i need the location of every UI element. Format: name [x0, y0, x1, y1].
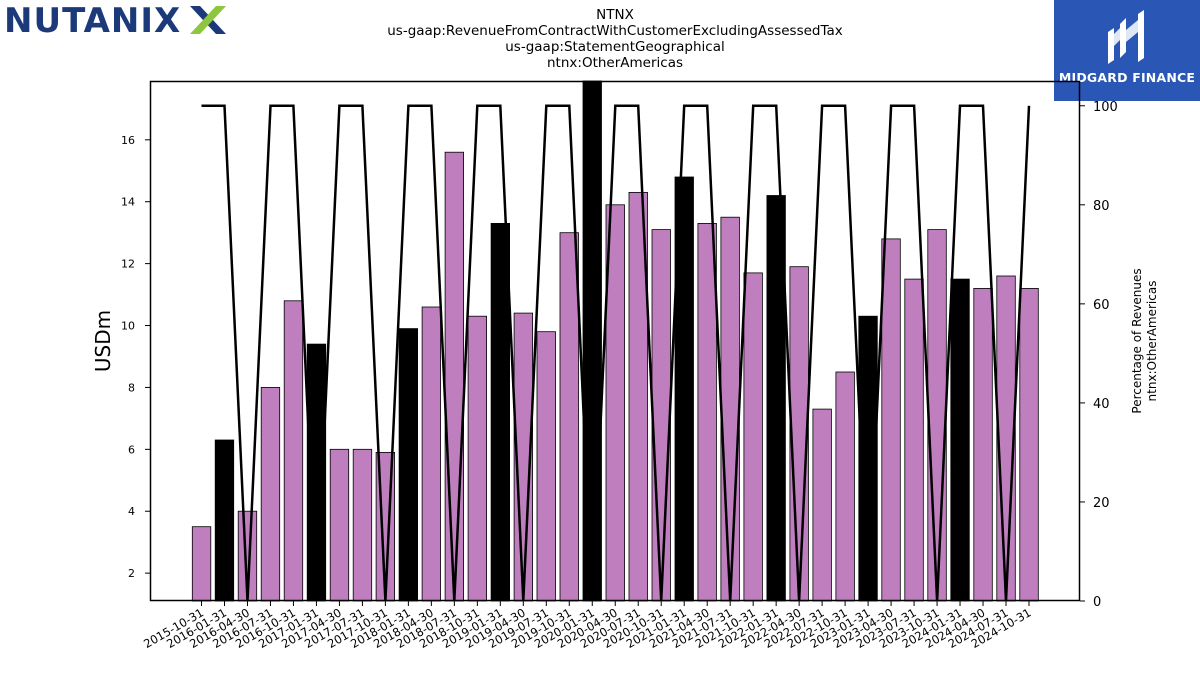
y2-tick-label: 100: [1093, 100, 1118, 115]
plot-frame: [149, 80, 1081, 602]
y2-axis-label-line1: Percentage of Revenues: [1130, 268, 1144, 413]
bar-2018-01-31: [398, 328, 419, 602]
bar-2021-07-31: [720, 216, 740, 602]
title-line-member: ntnx:OtherAmericas: [547, 55, 683, 71]
bar-2021-10-31: [743, 272, 763, 602]
y-axis-label: USDm: [91, 310, 115, 372]
bar-2022-10-31: [835, 371, 855, 602]
logo-x-mark: [190, 6, 226, 34]
y2-tick-label: 60: [1093, 298, 1110, 313]
y-tick-label: 8: [128, 381, 135, 394]
y-tick-label: 16: [121, 134, 135, 147]
bar-2018-07-31: [444, 151, 465, 602]
y-tick-label: 6: [128, 443, 135, 456]
bar-2023-07-31: [904, 278, 924, 602]
bar-2015-10-31: [191, 526, 212, 602]
x-axis: 2015-10-312016-01-312016-04-302016-07-31…: [141, 601, 1034, 651]
y2-tick-label: 20: [1093, 496, 1110, 511]
y-axis-left: 2 4 6 8 10 12 14 16: [121, 134, 150, 580]
y2-tick-label: 0: [1093, 595, 1101, 610]
percentage-line-series: [201, 104, 1031, 602]
bar-2017-04-30: [329, 448, 350, 602]
bar-2023-04-30: [881, 238, 901, 602]
bar-2024-04-30: [973, 287, 993, 602]
bar-2024-01-31: [950, 278, 970, 602]
title-line-concept: us-gaap:RevenueFromContractWithCustomerE…: [387, 23, 843, 39]
nutanix-logo: NUTANIX: [4, 2, 226, 38]
bar-2020-01-31: [582, 80, 602, 602]
bar-2023-10-31: [927, 229, 947, 602]
bar-2020-10-31: [651, 229, 671, 602]
bar-2016-01-31: [214, 439, 235, 602]
y-tick-label: 14: [121, 196, 135, 209]
y-tick-label: 4: [128, 505, 135, 518]
bar-2022-07-31: [812, 408, 832, 602]
chart-title: NTNX us-gaap:RevenueFromContractWithCust…: [300, 7, 930, 71]
bar-2016-07-31: [260, 386, 281, 602]
bar-2018-10-31: [467, 315, 488, 602]
title-line-axis: us-gaap:StatementGeographical: [505, 39, 725, 55]
y2-axis-label-line2: ntnx:OtherAmericas: [1145, 281, 1159, 402]
y-tick-label: 2: [128, 567, 135, 580]
brand-text: MIDGARD FINANCE: [1058, 70, 1196, 85]
bar-2024-10-31: [1019, 287, 1039, 602]
percentage-line: [201, 104, 1031, 602]
bar-2019-01-31: [490, 222, 511, 602]
logo-text: NUTANIX: [4, 2, 181, 38]
bar-2021-04-30: [697, 222, 717, 602]
bar-2019-10-31: [559, 232, 579, 602]
y-tick-label: 12: [121, 258, 135, 271]
bar-2018-04-30: [421, 306, 442, 602]
title-line-ticker: NTNX: [596, 7, 634, 23]
y-tick-label: 10: [121, 320, 135, 333]
y2-tick-label: 80: [1093, 199, 1110, 214]
bar-2017-07-31: [352, 448, 373, 602]
midgard-finance-logo: MIDGARD FINANCE: [1054, 0, 1200, 101]
y2-tick-label: 40: [1093, 397, 1110, 412]
brand-mark-icon: [1108, 10, 1144, 64]
y-axis-right: 0 20 40 60 80 100: [1080, 100, 1118, 610]
bar-2019-07-31: [536, 331, 556, 602]
bar-2016-10-31: [283, 300, 304, 602]
